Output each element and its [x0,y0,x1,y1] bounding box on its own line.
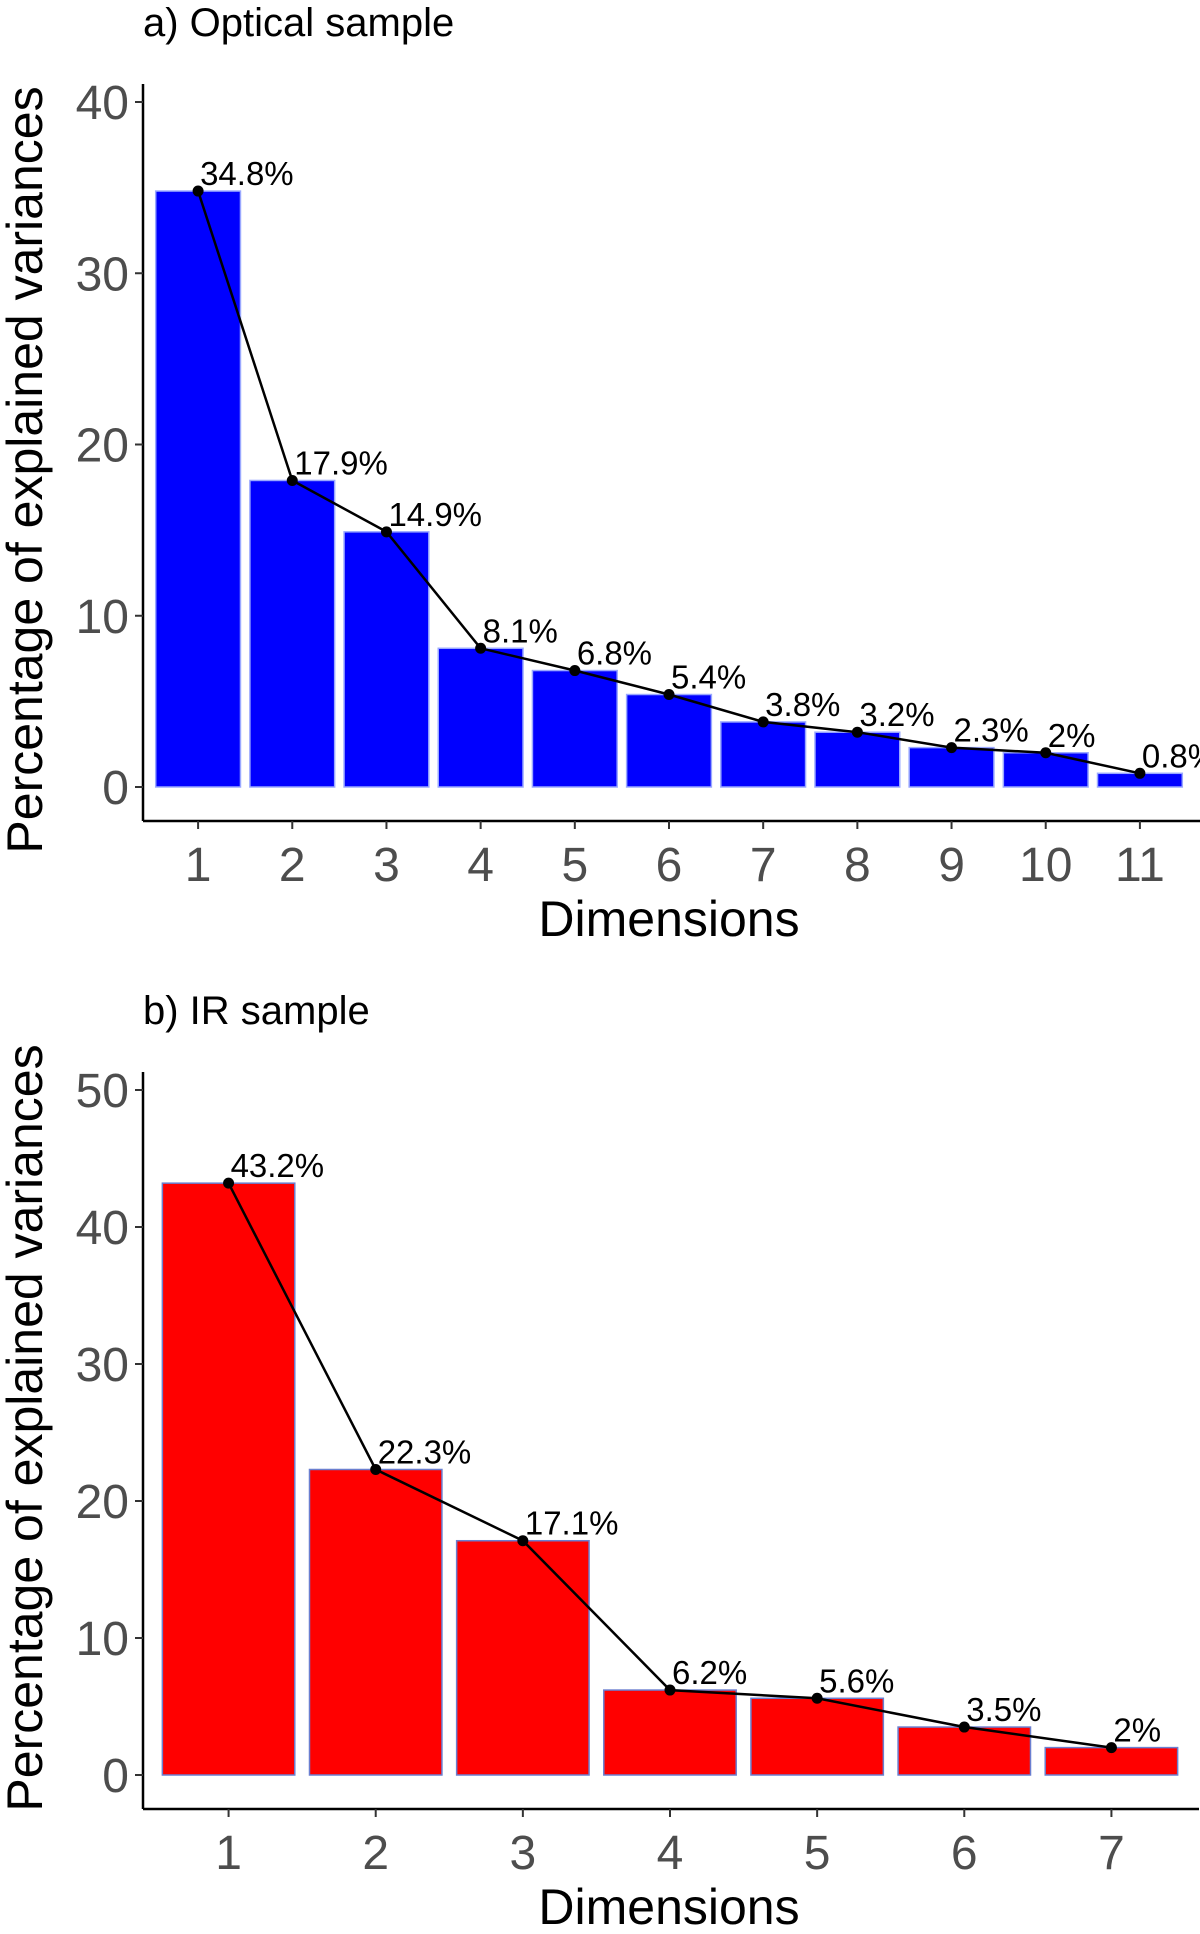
x-ticks-optical: 1 2 3 4 5 6 7 8 9 10 11 [185,821,1165,892]
y-tick-label-10: 10 [76,1613,129,1666]
data-label-dim-4: 8.1% [483,612,558,649]
point-dim-7 [1105,1742,1117,1754]
data-label-dim-1: 34.8% [200,155,294,192]
y-tick-label-30: 30 [76,248,129,301]
data-labels-ir: 43.2% 22.3% 17.1% 6.2% 5.6% 3.5% 2% [231,1147,1162,1748]
data-label-dim-4: 6.2% [672,1654,747,1691]
point-dim-9 [946,742,958,754]
x-tick-label-11: 11 [1115,839,1165,892]
y-tick-label-20: 20 [76,420,129,473]
bar-dim-5 [750,1697,885,1776]
y-axis-title-optical: Percentage of explained variances [0,86,53,853]
point-dim-4 [664,1684,676,1696]
panel-title-ir: b) IR sample [143,989,370,1033]
point-dim-2 [370,1463,382,1475]
data-label-dim-8: 3.2% [859,696,934,733]
x-axis-title-ir: Dimensions [538,1879,799,1934]
y-ticks-optical: 0 10 20 30 40 [76,77,143,815]
bar-dim-8 [814,731,901,788]
point-dim-10 [1040,747,1052,759]
data-label-dim-1: 43.2% [231,1147,325,1184]
data-labels-optical: 34.8% 17.9%14.9% 8.1% 6.8% 5.4% 3.8% 3.2% 2.3% 2… [200,155,1200,774]
y-ticks-ir: 0 10 20 30 40 50 [76,1065,143,1803]
x-tick-label-1: 1 [185,839,212,892]
bar-dim-3 [455,1539,590,1776]
data-label-dim-2: 17.9% [294,444,388,481]
x-tick-label-5: 5 [561,839,588,892]
x-tick-label-3: 3 [510,1827,537,1880]
data-label-dim-7: 2% [1113,1712,1161,1749]
point-dim-3 [517,1535,529,1547]
y-tick-label-10: 10 [76,591,129,644]
y-tick-label-40: 40 [76,77,129,130]
panel-title-optical: a) Optical sample [143,1,454,45]
bar-dim-5 [531,669,618,788]
y-tick-label-0: 0 [102,762,129,815]
data-label-dim-6: 5.4% [671,659,746,696]
data-label-dim-6: 3.5% [966,1691,1041,1728]
trend-line-optical [196,190,1141,775]
trend-line [196,190,1141,775]
y-axis-title-ir: Percentage of explained variances [0,1044,53,1811]
data-label-dim-2: 22.3% [378,1433,472,1470]
point-dim-3 [380,526,392,538]
point-dim-5 [811,1692,823,1704]
data-label-dim-10: 2% [1048,717,1096,754]
x-tick-label-8: 8 [844,839,871,892]
point-dim-11 [1134,767,1146,779]
bar-dim-1 [154,190,242,788]
x-tick-label-1: 1 [215,1827,242,1880]
points-ir [223,1177,1117,1754]
point-dim-5 [569,665,581,677]
x-tick-label-4: 4 [657,1827,684,1880]
point-dim-1 [192,185,204,197]
data-label-dim-3: 17.1% [525,1505,619,1542]
x-tick-label-7: 7 [750,839,777,892]
point-dim-8 [851,726,863,738]
x-ticks-ir: 1 2 3 4 5 6 7 [215,1809,1125,1880]
x-tick-label-3: 3 [373,839,400,892]
y-tick-label-50: 50 [76,1065,129,1118]
bar-dim-6 [625,693,713,788]
x-tick-label-2: 2 [279,839,306,892]
y-tick-label-30: 30 [76,1339,129,1392]
x-tick-label-10: 10 [1019,839,1072,892]
data-label-dim-9: 2.3% [954,712,1029,749]
point-dim-6 [958,1721,970,1733]
point-dim-7 [757,716,769,728]
panel-ir: b) IR sample Percentage of explained var… [0,989,1199,1934]
data-label-dim-11: 0.8% [1142,737,1200,774]
bar-dim-6 [897,1726,1032,1776]
x-tick-label-5: 5 [804,1827,831,1880]
y-tick-label-40: 40 [76,1202,129,1255]
panel-optical: a) Optical sample Percentage of explaine… [0,1,1200,947]
bar-dim-2 [308,1468,443,1776]
bar-dim-2 [249,479,336,788]
points-optical [192,185,1146,779]
point-dim-1 [223,1177,235,1189]
bar-dim-4 [437,647,524,788]
axes-optical [141,84,1200,823]
bar-dim-7 [720,721,807,788]
data-label-dim-3: 14.9% [388,496,482,533]
point-dim-4 [475,642,487,654]
x-tick-label-6: 6 [656,839,683,892]
point-dim-2 [286,474,298,486]
x-tick-label-9: 9 [938,839,965,892]
point-dim-6 [663,689,675,701]
bar-dim-7 [1044,1746,1179,1776]
x-axis-title-optical: Dimensions [538,891,799,947]
data-label-dim-7: 3.8% [765,686,840,723]
x-tick-label-4: 4 [467,839,494,892]
x-tick-label-7: 7 [1098,1827,1125,1880]
bar-dim-9 [908,746,995,788]
data-label-dim-5: 6.8% [577,635,652,672]
y-tick-label-20: 20 [76,1476,129,1529]
data-label-dim-5: 5.6% [819,1662,894,1699]
x-tick-label-6: 6 [951,1827,978,1880]
bar-dim-4 [603,1689,737,1776]
y-tick-label-0: 0 [102,1750,129,1803]
x-tick-label-2: 2 [362,1827,389,1880]
